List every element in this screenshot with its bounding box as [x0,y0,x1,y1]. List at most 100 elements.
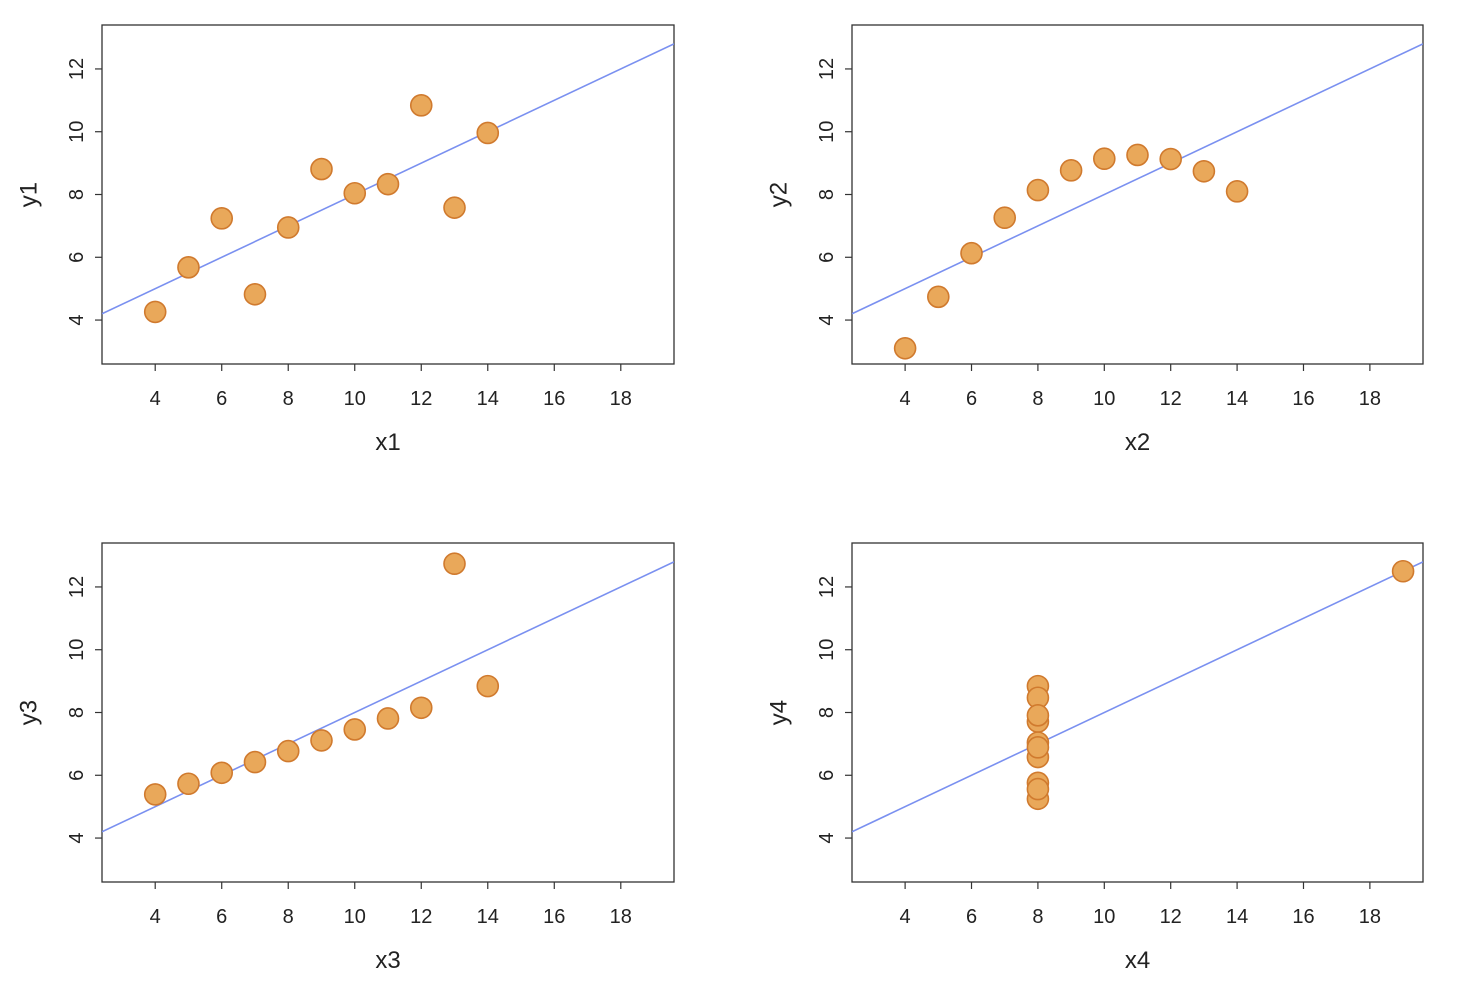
y-tick-label: 4 [66,314,88,325]
x-tick-label: 8 [283,906,294,928]
plot-frame [851,542,1424,883]
data-point [409,94,433,117]
x-tick-label: 12 [1160,906,1182,928]
x-tick-label: 18 [610,906,632,928]
x-tick-label: 8 [1032,906,1043,928]
panel-2: 4 6 8 10 12 14 16 18 4 6 8 10 12 x2 y2 [765,24,1424,456]
y-tick-label: 10 [66,121,88,143]
y-tick-label: 8 [816,189,838,200]
data-point [143,300,167,324]
data-point [1093,147,1116,171]
y-axis-label: y2 [765,182,792,207]
data-point [243,750,267,774]
x-tick-label: 14 [1226,906,1248,928]
x-tick-label: 6 [216,388,227,410]
data-point [210,207,234,230]
x-tick-label: 12 [410,906,432,928]
y-tick-label: 8 [66,189,88,200]
x-tick-label: 4 [150,388,161,410]
data-point [310,729,333,752]
x-tick-label: 18 [1359,388,1381,410]
data-point [443,552,466,576]
data-point [177,772,200,796]
data-point [1026,777,1050,801]
data-point [1026,178,1050,202]
x-tick-label: 6 [966,906,977,928]
panel-1: 4 6 8 10 12 14 16 18 4 6 8 10 12 x1 y1 [15,24,675,456]
x-tick-label: 6 [216,906,227,928]
data-point [376,707,400,730]
x-tick-label: 16 [543,906,565,928]
y-tick-label: 4 [66,832,88,843]
y-tick-label: 8 [66,707,88,718]
x-tick-label: 10 [344,906,366,928]
x-tick-label: 4 [900,388,911,410]
x-axis-label: x1 [375,429,400,456]
data-point [1192,159,1216,183]
y-tick-label: 6 [816,252,838,263]
panel-4: 4 6 8 10 12 14 16 18 4 6 8 10 12 x4 y4 [765,542,1424,974]
data-point [1126,143,1149,167]
y-tick-label: 4 [816,314,838,325]
y-tick-label: 12 [816,576,838,598]
data-point [1159,147,1182,171]
x-axis-label: x4 [1125,947,1150,974]
data-point [343,718,367,741]
y-tick-label: 10 [66,639,88,661]
data-point [993,206,1017,230]
data-point [276,739,300,763]
plot-frame [851,24,1424,365]
x-tick-label: 16 [1292,906,1314,928]
y-tick-label: 10 [816,639,838,661]
data-point [1059,159,1083,182]
data-point [1026,736,1050,759]
x-tick-label: 8 [283,388,294,410]
regression-line [852,561,1423,833]
data-point [927,285,950,309]
x-tick-label: 10 [1093,388,1115,410]
x-tick-label: 8 [1032,388,1043,410]
x-tick-label: 18 [1359,906,1381,928]
x-tick-label: 14 [1226,388,1248,410]
data-point [276,216,300,239]
x-axis-label: x3 [375,947,400,974]
data-point [893,337,917,360]
data-point [343,181,367,205]
data-point [443,196,466,219]
data-point [177,256,200,279]
y-axis-label: y1 [15,182,42,207]
data-point [310,157,333,181]
data-point [376,172,400,196]
x-tick-label: 4 [900,906,911,928]
data-point [409,696,433,720]
x-tick-label: 12 [1160,388,1182,410]
y-tick-label: 12 [66,576,88,598]
y-tick-label: 6 [816,770,838,781]
data-point [210,761,234,785]
y-tick-label: 6 [66,770,88,781]
x-tick-label: 16 [1292,388,1314,410]
y-tick-label: 8 [816,707,838,718]
y-tick-label: 10 [816,121,838,143]
y-tick-label: 6 [66,252,88,263]
x-tick-label: 10 [344,388,366,410]
y-axis-label: y4 [765,700,792,725]
data-point [476,121,500,145]
panel-3: 4 6 8 10 12 14 16 18 4 6 8 10 12 x3 y3 [15,542,675,974]
y-axis-label: y3 [15,700,42,725]
data-point [1225,180,1249,203]
x-tick-label: 10 [1093,906,1115,928]
x-tick-label: 14 [477,906,499,928]
x-tick-label: 12 [410,388,432,410]
data-point [476,674,500,698]
data-point [1391,559,1415,583]
x-tick-label: 4 [150,906,161,928]
x-axis-label: x2 [1125,429,1150,456]
x-tick-label: 6 [966,388,977,410]
data-point [960,241,983,265]
y-tick-label: 4 [816,832,838,843]
data-point [1026,704,1050,727]
y-tick-label: 12 [66,58,88,80]
x-tick-label: 16 [543,388,565,410]
